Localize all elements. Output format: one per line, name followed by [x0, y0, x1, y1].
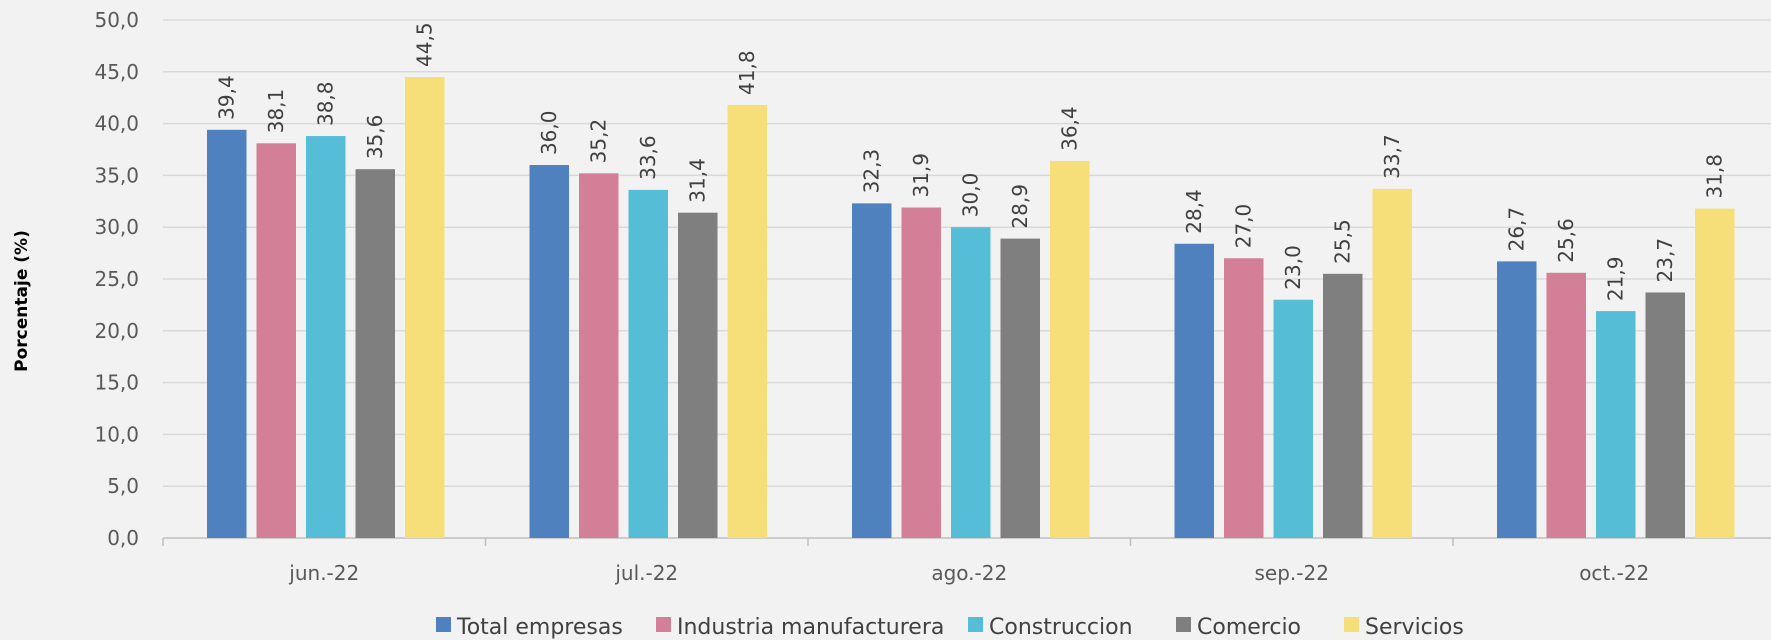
- data-label: 38,1: [264, 89, 288, 134]
- data-label: 25,6: [1554, 218, 1578, 263]
- data-label: 23,7: [1653, 238, 1677, 283]
- y-axis-title: Porcentaje (%): [12, 230, 32, 372]
- bar: [1546, 272, 1586, 538]
- bar: [1050, 160, 1090, 538]
- axes: 0,0 5,0 10,0 15,0 20,0 25,0 30,0 35,0 40,0 45,0 50…: [94, 8, 1771, 585]
- data-label: 32,3: [860, 149, 884, 194]
- bar: [1174, 243, 1214, 538]
- x-tick-label: oct.-22: [1579, 561, 1649, 585]
- bar: [306, 136, 346, 539]
- bar: [1000, 238, 1040, 538]
- bar: [579, 173, 619, 538]
- data-label: 31,9: [909, 153, 933, 198]
- x-tick-label: sep.-22: [1255, 561, 1329, 585]
- legend-label: Comercio: [1197, 615, 1301, 640]
- y-tick-label: 30,0: [94, 215, 139, 239]
- bar: [727, 104, 767, 539]
- y-tick-label: 15,0: [94, 371, 139, 395]
- y-tick-label: 10,0: [94, 422, 139, 446]
- y-tick-label: 5,0: [107, 474, 139, 498]
- bar: [901, 207, 941, 539]
- y-tick-label: 40,0: [94, 112, 139, 136]
- data-label: 35,6: [363, 115, 387, 160]
- bar: [1372, 188, 1412, 539]
- y-tick-label: 20,0: [94, 319, 139, 343]
- data-label: 35,2: [587, 119, 611, 164]
- bar: [405, 76, 445, 538]
- y-tick-label: 25,0: [94, 267, 139, 291]
- bar: [852, 203, 892, 538]
- legend-label: Servicios: [1365, 615, 1464, 640]
- bar: [1695, 208, 1735, 538]
- data-label: 28,9: [1008, 184, 1032, 229]
- legend-label: Construccion: [989, 615, 1133, 640]
- legend-swatch: [436, 617, 451, 632]
- bar: [1273, 299, 1313, 538]
- bar: [256, 143, 296, 538]
- data-label: 31,8: [1703, 154, 1727, 199]
- legend-swatch: [656, 617, 671, 632]
- y-tick-label: 50,0: [94, 8, 139, 32]
- data-label: 33,7: [1380, 134, 1404, 179]
- data-labels: 39,4 38,1 38,8 35,6 44,5 36,0 35,2 33,6 31,4 41,8…: [215, 22, 1727, 301]
- y-tick-label: 35,0: [94, 163, 139, 187]
- x-tick-label: jul.-22: [614, 561, 678, 585]
- legend-swatch: [1176, 617, 1191, 632]
- data-label: 33,6: [636, 135, 660, 180]
- bar: [951, 227, 991, 538]
- bar: [355, 169, 395, 538]
- bar: [628, 189, 668, 539]
- data-label: 31,4: [686, 158, 710, 203]
- legend-swatch: [968, 617, 983, 632]
- x-tick-label: jun.-22: [288, 561, 359, 585]
- data-label: 36,4: [1058, 106, 1082, 151]
- legend: Total empresas Industria manufacturera Con…: [436, 615, 1464, 640]
- legend-label: Total empresas: [456, 615, 623, 640]
- bar: [678, 212, 718, 539]
- bar: [1645, 292, 1685, 538]
- data-label: 44,5: [413, 22, 437, 67]
- data-label: 25,5: [1331, 219, 1355, 264]
- bars: [207, 76, 1735, 539]
- data-label: 41,8: [735, 50, 759, 95]
- bar: [1224, 258, 1264, 538]
- data-label: 27,0: [1232, 204, 1256, 249]
- y-tick-label: 0,0: [107, 526, 139, 550]
- data-label: 39,4: [215, 75, 239, 120]
- y-tick-label: 45,0: [94, 60, 139, 84]
- bar: [1497, 261, 1537, 538]
- data-label: 23,0: [1281, 245, 1305, 290]
- data-label: 30,0: [959, 173, 983, 218]
- x-tick-label: ago.-22: [931, 561, 1007, 585]
- bar: [529, 165, 569, 539]
- bar: [1323, 273, 1363, 538]
- data-label: 21,9: [1604, 257, 1628, 302]
- data-label: 38,8: [314, 82, 338, 127]
- data-label: 36,0: [537, 111, 561, 156]
- data-label: 26,7: [1505, 207, 1529, 252]
- legend-label: Industria manufacturera: [677, 615, 944, 640]
- legend-swatch: [1344, 617, 1359, 632]
- bar: [207, 129, 247, 539]
- bar: [1596, 311, 1636, 538]
- data-label: 28,4: [1182, 189, 1206, 234]
